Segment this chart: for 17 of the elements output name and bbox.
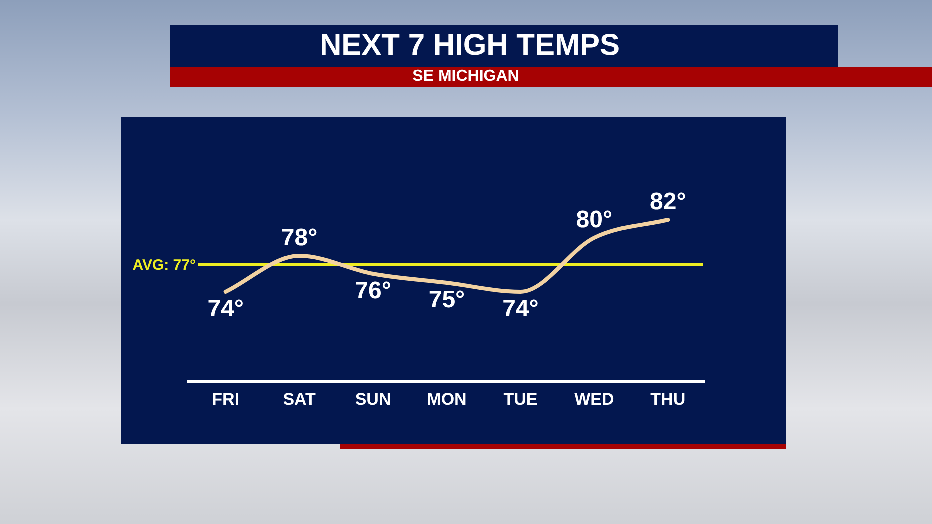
chart-subtitle: SE MICHIGAN xyxy=(412,68,520,86)
data-label: 75° xyxy=(428,286,466,314)
data-label: 74° xyxy=(502,296,539,323)
data-label: 82° xyxy=(650,188,686,216)
x-tick-label: MON xyxy=(427,390,467,409)
x-tick-label: THU xyxy=(650,390,686,409)
data-label: 80° xyxy=(576,206,613,234)
x-tick-label: SUN xyxy=(355,390,392,409)
data-label: 76° xyxy=(355,278,392,305)
x-tick-label: TUE xyxy=(504,390,538,409)
chart-title: NEXT 7 HIGH TEMPS xyxy=(320,29,620,63)
x-tick-label: WED xyxy=(574,390,614,409)
x-tick-label: SAT xyxy=(283,390,317,409)
data-label: 78° xyxy=(281,224,318,252)
data-label: 74° xyxy=(208,296,244,323)
x-tick-label: FRI xyxy=(212,390,240,409)
ref-line-label: AVG: 77° xyxy=(132,257,196,274)
